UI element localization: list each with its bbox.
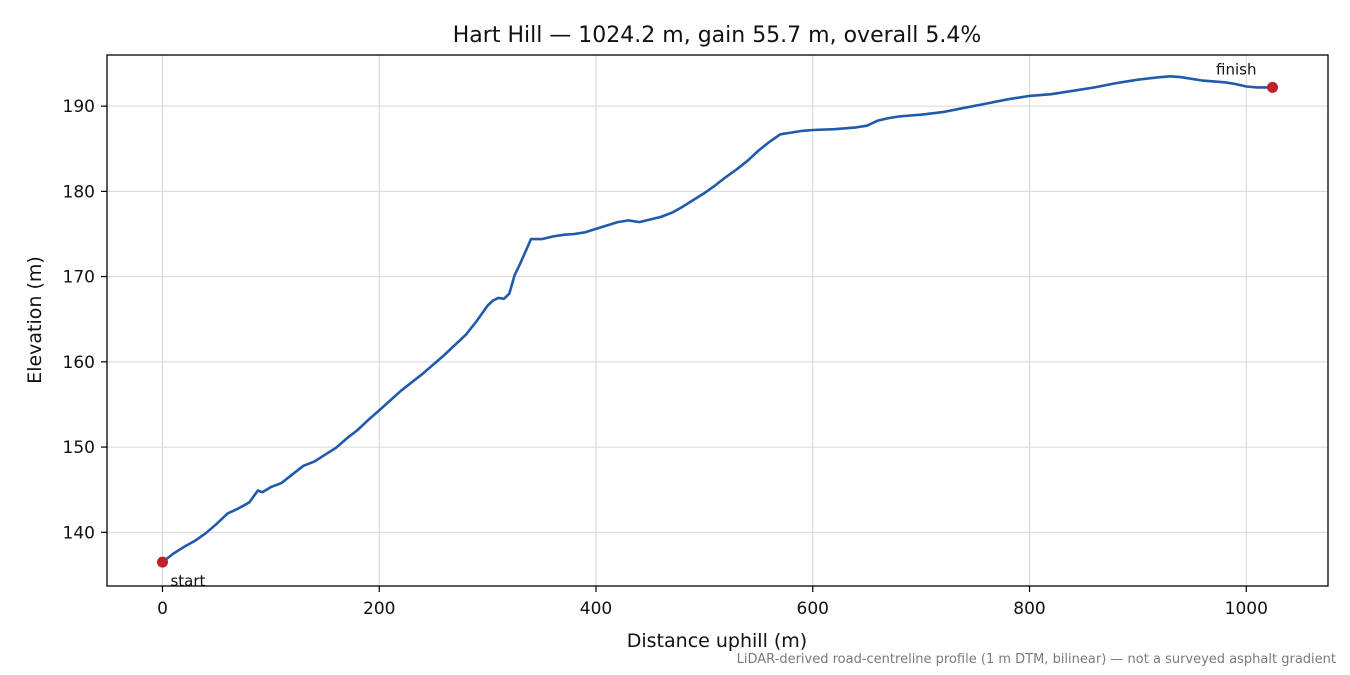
x-tick-label: 400	[580, 599, 612, 619]
start-marker	[156, 556, 168, 568]
chart-footnote: LiDAR-derived road-centreline profile (1…	[736, 652, 1336, 667]
y-tick-label: 190	[63, 97, 95, 117]
x-tick-label: 800	[1013, 599, 1045, 619]
finish-label: finish	[1216, 60, 1256, 78]
elevation-line	[161, 75, 1273, 564]
y-axis-label: Elevation (m)	[24, 256, 46, 384]
finish-marker	[1267, 81, 1279, 93]
y-tick-label: 170	[63, 268, 95, 288]
y-tick-label: 180	[63, 182, 95, 202]
y-tick-label: 160	[63, 353, 95, 373]
y-tick-label: 150	[63, 438, 95, 458]
x-tick-label: 1000	[1225, 599, 1268, 619]
plot-area: start finish	[156, 60, 1279, 590]
plot-frame	[106, 54, 1329, 587]
x-tick-label: 200	[363, 599, 395, 619]
axes: 0 200 400 600 800 1000 140 150 160 170 180 190	[63, 97, 1268, 619]
x-tick-label: 0	[157, 599, 168, 619]
x-axis-label: Distance uphill (m)	[627, 630, 807, 652]
chart-title: Hart Hill — 1024.2 m, gain 55.7 m, overa…	[453, 23, 981, 48]
grid-lines	[107, 55, 1328, 586]
y-tick-label: 140	[63, 523, 95, 543]
x-tick-label: 600	[797, 599, 829, 619]
start-label: start	[170, 572, 205, 590]
